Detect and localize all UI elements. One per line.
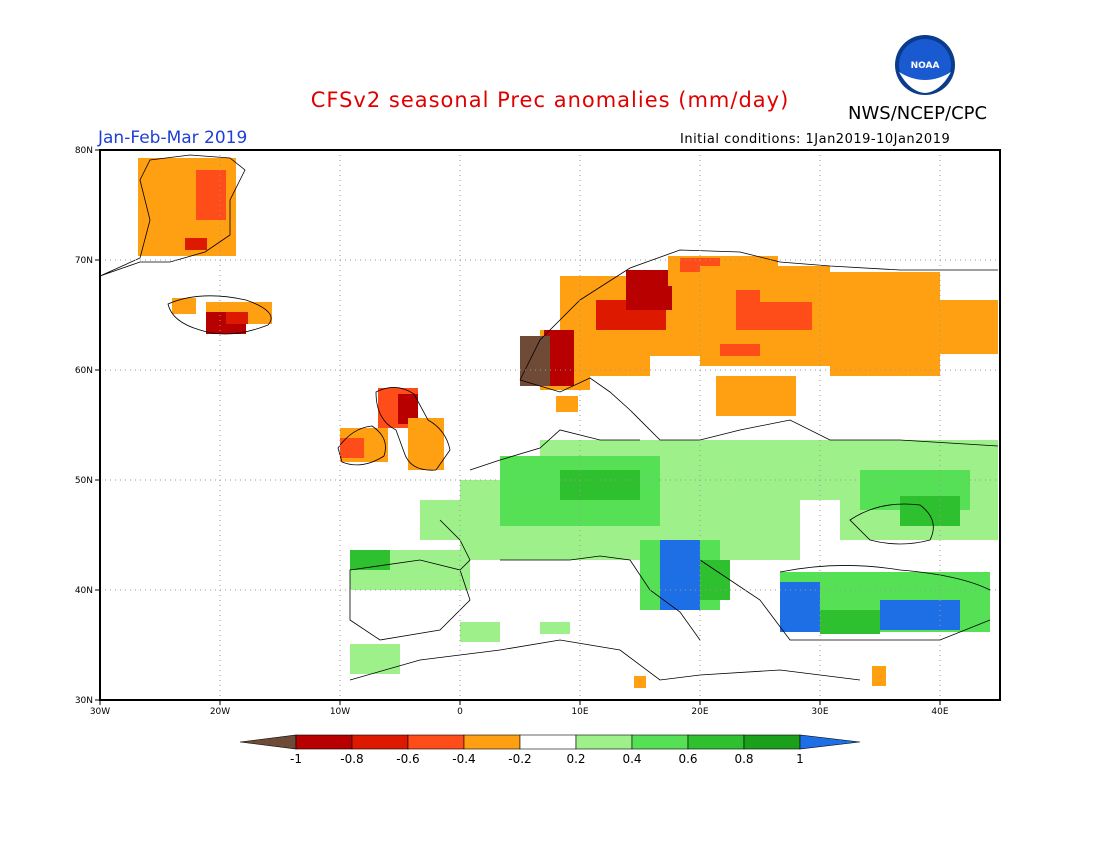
graticule	[100, 150, 1000, 700]
colorbar-cell	[351, 734, 409, 750]
lat-label: 60N	[75, 366, 93, 376]
colorbar-label: 0.4	[622, 752, 641, 766]
lon-label: 10W	[330, 707, 350, 717]
anomaly-cells	[138, 158, 998, 688]
logo-text: NOAA	[911, 61, 940, 71]
lon-label: 0	[457, 707, 463, 717]
lon-label: 20E	[691, 707, 708, 717]
colorbar-cell	[239, 734, 297, 750]
lat-label: 40N	[75, 586, 93, 596]
colorbar-cell	[687, 734, 745, 750]
lat-labels: 80N 70N 60N 50N 40N 30N	[75, 146, 93, 706]
lon-label: 30W	[90, 707, 110, 717]
colorbar-label: -0.2	[508, 752, 531, 766]
lat-label: 30N	[75, 696, 93, 706]
lon-label: 20W	[210, 707, 230, 717]
coastlines	[99, 154, 999, 681]
lon-label: 40E	[931, 707, 948, 717]
colorbar-label: 0.6	[678, 752, 697, 766]
colorbar-label: -0.6	[396, 752, 419, 766]
lat-label: 80N	[75, 146, 93, 156]
map-frame	[99, 149, 1001, 701]
colorbar-cell	[631, 734, 689, 750]
lon-label: 10E	[571, 707, 588, 717]
lat-label: 50N	[75, 476, 93, 486]
lat-label: 70N	[75, 256, 93, 266]
colorbar-cell	[407, 734, 465, 750]
chart-title: CFSv2 seasonal Prec anomalies (mm/day)	[310, 88, 790, 112]
period-label: Jan-Feb-Mar 2019	[98, 128, 248, 148]
colorbar-label: 1	[796, 752, 804, 766]
colorbar-cell	[295, 734, 353, 750]
colorbar: -1 -0.8 -0.6 -0.4 -0.2 0.2 0.4 0.6 0.8 1	[239, 734, 861, 766]
colorbar-cell	[743, 734, 801, 750]
colorbar-cell	[463, 734, 521, 750]
colorbar-cell	[575, 734, 633, 750]
colorbar-label: -1	[290, 752, 302, 766]
noaa-logo: NOAA	[895, 35, 955, 95]
colorbar-label: -0.8	[340, 752, 363, 766]
colorbar-label: -0.4	[452, 752, 475, 766]
colorbar-cell	[519, 734, 577, 750]
colorbar-cell	[799, 734, 861, 750]
lon-labels: 30W 20W 10W 0 10E 20E 30E 40E	[90, 707, 949, 717]
colorbar-label: 0.8	[734, 752, 753, 766]
colorbar-label: 0.2	[566, 752, 585, 766]
initial-conditions-label: Initial conditions: 1Jan2019-10Jan2019	[680, 132, 951, 147]
agency-label: NWS/NCEP/CPC	[848, 103, 988, 124]
lon-label: 30E	[811, 707, 828, 717]
ticks	[95, 149, 941, 705]
